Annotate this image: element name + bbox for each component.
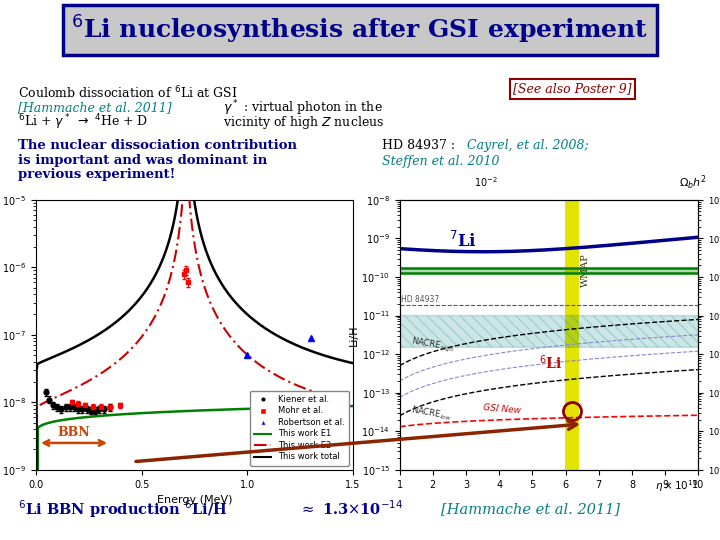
Text: NACRE$_{low}$: NACRE$_{low}$ (410, 404, 452, 423)
Text: vicinity of high $Z$ nucleus: vicinity of high $Z$ nucleus (223, 114, 384, 131)
Text: Steffen et al. 2010: Steffen et al. 2010 (382, 155, 499, 168)
Text: The nuclear dissociation contribution: The nuclear dissociation contribution (18, 139, 297, 152)
This work total (240, 309, 249, 315)
Text: [Hammache et al. 2011]: [Hammache et al. 2011] (18, 102, 171, 114)
Text: Cayrel, et al. 2008;: Cayrel, et al. 2008; (467, 139, 588, 152)
Text: previous experiment!: previous experiment! (18, 168, 176, 181)
This work E2 (240, 349, 249, 356)
Text: HD 84937 :: HD 84937 : (382, 139, 459, 152)
This work E1 (90, 413, 99, 420)
This work total (353, 361, 361, 367)
This work total (90, 334, 99, 340)
Line: This work E2: This work E2 (36, 172, 357, 540)
This work total (296, 343, 305, 350)
Line: This work total: This work total (36, 122, 357, 540)
Line: Robertson et al.: Robertson et al. (244, 334, 314, 359)
This work total (225, 291, 233, 298)
This work E1 (155, 409, 163, 415)
Text: $\eta\times10^{10}$: $\eta\times10^{10}$ (655, 478, 698, 494)
Text: NACRE$_{high}$: NACRE$_{high}$ (410, 335, 454, 356)
Text: $10^{-2}$: $10^{-2}$ (474, 176, 498, 190)
This work E2 (296, 383, 305, 390)
This work E2 (181, 169, 190, 176)
Text: WMAP: WMAP (580, 254, 590, 287)
Text: BBN: BBN (57, 426, 90, 438)
Line: This work E1: This work E1 (36, 406, 357, 540)
Text: $^7$Li: $^7$Li (449, 231, 477, 251)
Text: $\Omega_b h^2$: $\Omega_b h^2$ (679, 173, 707, 192)
This work total (271, 332, 280, 338)
Text: [See also Poster 9]: [See also Poster 9] (513, 83, 631, 96)
This work E2 (225, 332, 233, 338)
Text: $\approx$ 1.3$\times$10$^{-14}$: $\approx$ 1.3$\times$10$^{-14}$ (299, 500, 403, 518)
Text: GSI New: GSI New (482, 403, 521, 415)
Legend: Kiener et al., Mohr et al., Robertson et al., This work E1, This work E2, This w: Kiener et al., Mohr et al., Robertson et… (251, 391, 348, 465)
Y-axis label: Li/H: Li/H (348, 324, 359, 346)
Text: [Hammache et al. 2011]: [Hammache et al. 2011] (441, 502, 620, 516)
Text: $^6$Li BBN production $^6$Li/H: $^6$Li BBN production $^6$Li/H (18, 498, 228, 519)
This work total (155, 265, 163, 272)
Robertson et al. (306, 335, 315, 341)
This work E1 (271, 405, 280, 411)
This work E2 (353, 400, 361, 407)
Text: $\gamma^*$ : virtual photon in the: $\gamma^*$ : virtual photon in the (223, 98, 383, 118)
This work E1 (353, 403, 361, 409)
This work E1 (296, 404, 305, 410)
This work E2 (271, 372, 280, 378)
This work E2 (155, 306, 163, 312)
Text: $^6$Li nucleosynthesis after GSI experiment: $^6$Li nucleosynthesis after GSI experim… (71, 14, 649, 46)
Text: $^6$Li: $^6$Li (539, 354, 562, 373)
This work E1 (225, 406, 233, 413)
Robertson et al. (243, 352, 251, 359)
Bar (400, 268, 698, 273)
Text: HD 84937: HD 84937 (401, 294, 439, 303)
X-axis label: Energy (MeV): Energy (MeV) (157, 495, 232, 505)
Text: is important and was dominant in: is important and was dominant in (18, 154, 267, 167)
This work E2 (90, 374, 99, 381)
This work E1 (240, 406, 249, 412)
This work total (181, 118, 190, 125)
Text: $^6$Li + $\gamma^*$ $\rightarrow$ $^4$He + D: $^6$Li + $\gamma^*$ $\rightarrow$ $^4$He… (18, 113, 148, 132)
Text: Coulomb dissociation of $^6$Li at GSI: Coulomb dissociation of $^6$Li at GSI (18, 85, 238, 101)
